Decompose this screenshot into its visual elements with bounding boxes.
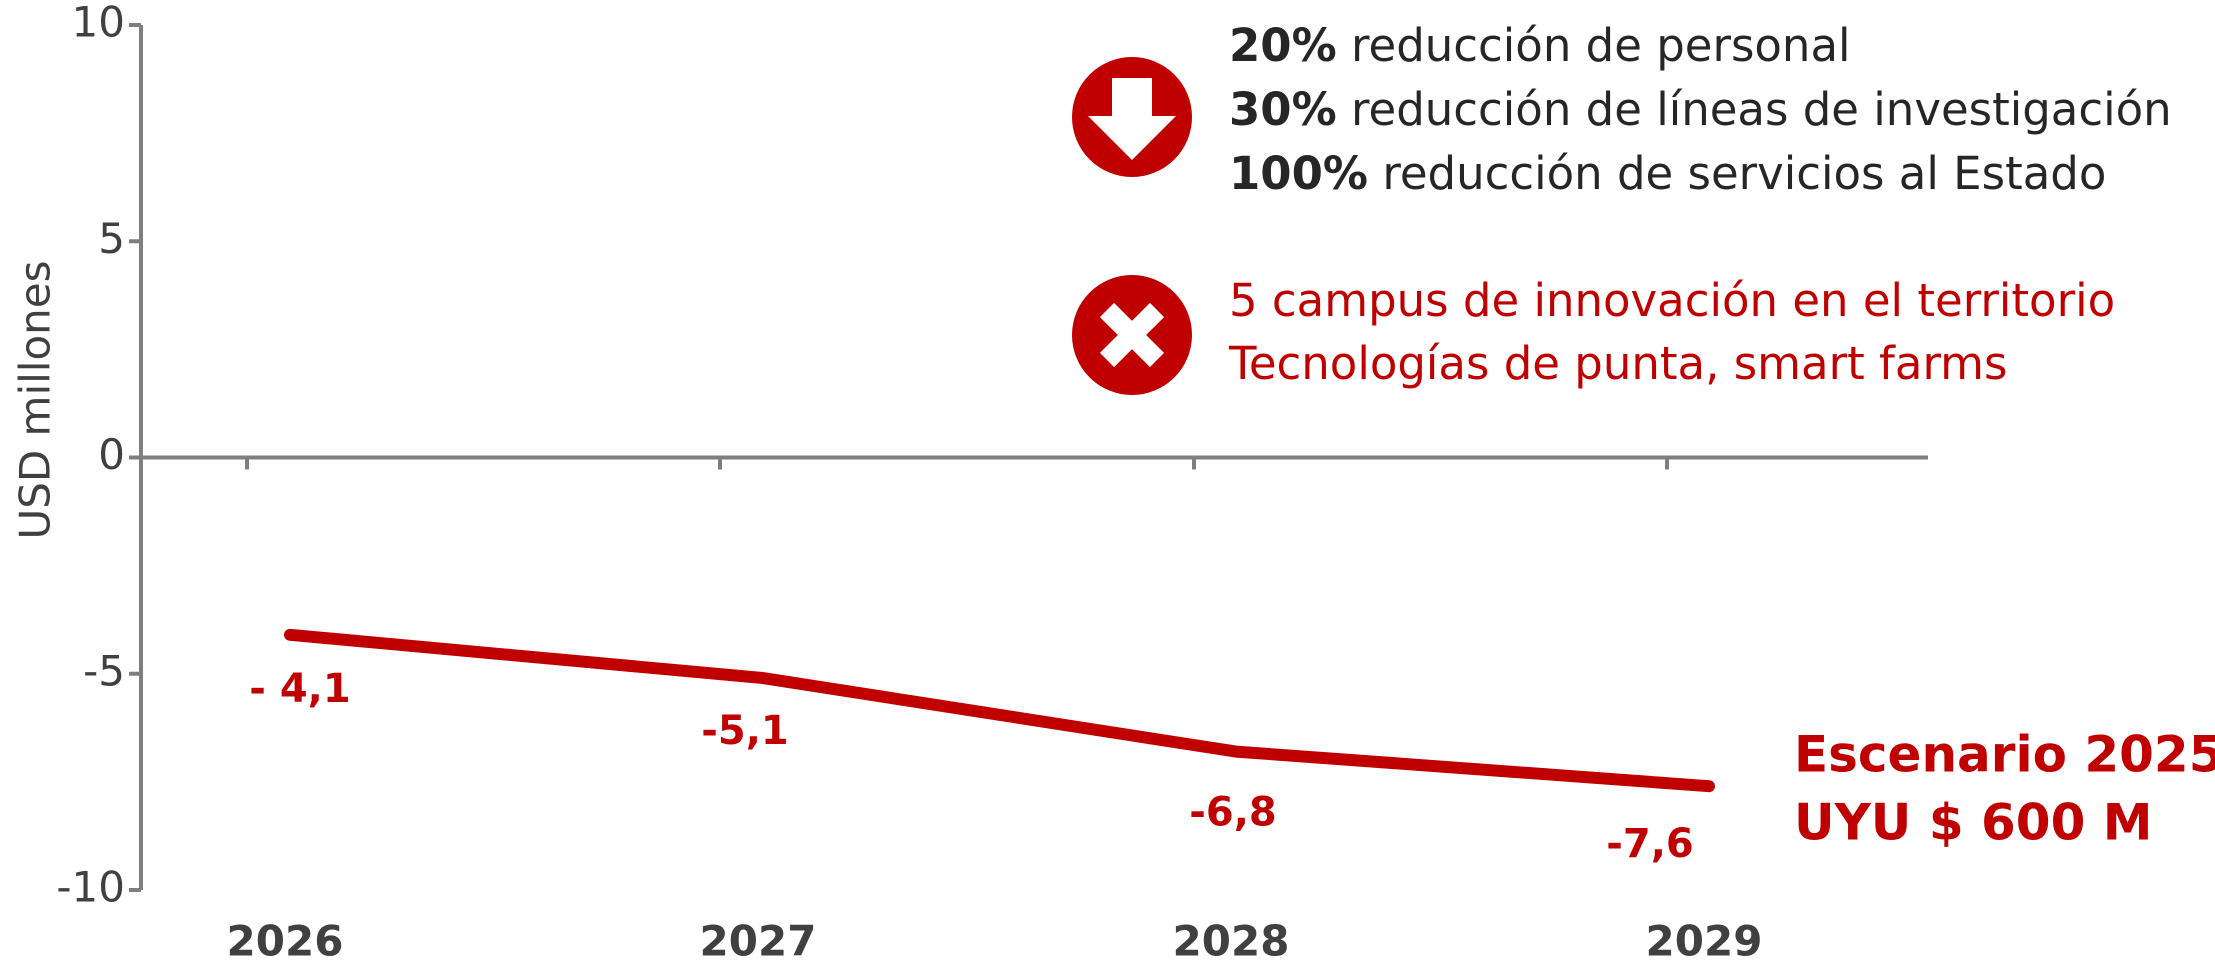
reduction-note: 20% reducción de personal <box>1229 19 1851 72</box>
x-tick-label: 2028 <box>1173 917 1290 965</box>
reduction-text: reducción de servicios al Estado <box>1368 147 2106 200</box>
y-tick-label: 10 <box>72 0 125 47</box>
x-tick-label: 2026 <box>227 917 344 965</box>
y-tick-label: -10 <box>56 863 125 912</box>
reduction-amount: 30% <box>1229 83 1337 136</box>
cancelled-note: Tecnologías de punta, smart farms <box>1228 337 2007 390</box>
reduction-amount: 100% <box>1229 147 1368 200</box>
series-label: Escenario 2025 <box>1794 726 2215 784</box>
x-tick-label: 2027 <box>700 917 817 965</box>
cancel-icon <box>1072 275 1192 395</box>
y-axis-label: USD millones <box>11 260 60 539</box>
data-label: -5,1 <box>701 708 788 754</box>
cancelled-note: 5 campus de innovación en el territorio <box>1229 274 2115 327</box>
scenario-subtitle: UYU $ 600 M <box>1794 794 2153 852</box>
reduction-amount: 20% <box>1229 19 1337 72</box>
down-icon <box>1072 57 1192 177</box>
y-tick-label: 5 <box>98 214 125 263</box>
reduction-text: reducción de personal <box>1337 19 1851 72</box>
data-label: - 4,1 <box>249 666 350 712</box>
y-tick-label: -5 <box>83 646 125 695</box>
data-label: -7,6 <box>1606 821 1693 867</box>
reduction-note: 30% reducción de líneas de investigación <box>1229 83 2172 136</box>
line <box>284 628 1715 793</box>
data-label: -6,8 <box>1189 790 1276 836</box>
reduction-note: 100% reducción de servicios al Estado <box>1229 147 2106 200</box>
y-tick-label: 0 <box>98 430 125 479</box>
x-tick-label: 2029 <box>1646 917 1763 965</box>
reduction-text: reducción de líneas de investigación <box>1337 83 2172 136</box>
